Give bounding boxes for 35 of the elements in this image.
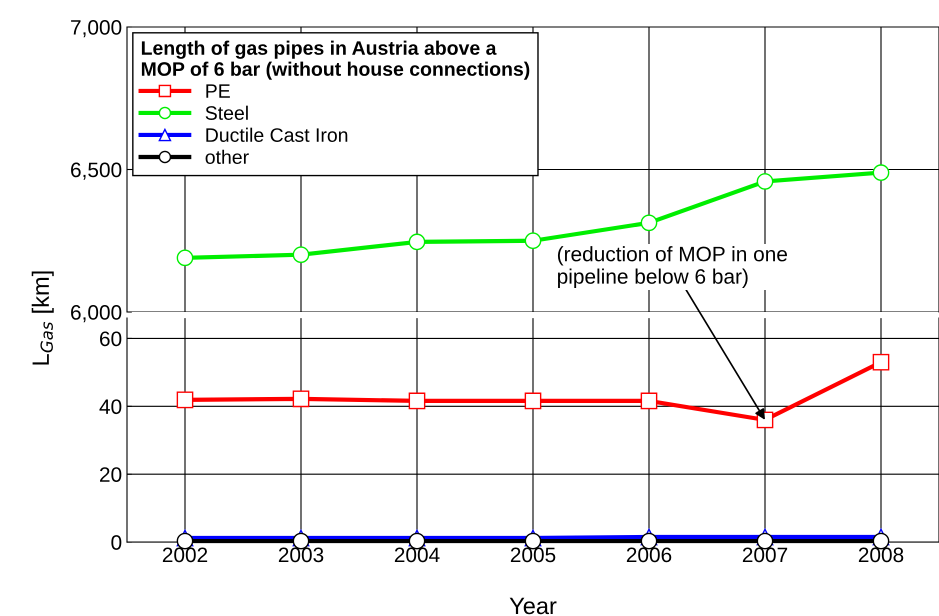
y-tick-label: 6,000 bbox=[71, 305, 122, 322]
point bbox=[640, 214, 658, 232]
legend-label: Steel bbox=[206, 106, 248, 120]
annotation: (reduction of MOP in one pipeline below 6 bar) bbox=[558, 246, 787, 288]
y-tick-label: 40 bbox=[99, 399, 122, 414]
point bbox=[176, 392, 194, 408]
x-tick-label: 2002 bbox=[162, 547, 208, 562]
x-tick-label: 2003 bbox=[278, 547, 324, 562]
x-tick-label: 2005 bbox=[510, 547, 556, 562]
x-axis-title: Year bbox=[510, 598, 556, 614]
legend-label: other bbox=[206, 150, 249, 164]
point bbox=[640, 392, 658, 410]
point bbox=[292, 390, 310, 408]
point bbox=[408, 234, 426, 250]
point bbox=[176, 250, 194, 266]
x-tick-label: 2008 bbox=[858, 547, 904, 562]
point bbox=[524, 232, 542, 250]
y-tick-label: 60 bbox=[100, 331, 122, 346]
point bbox=[756, 173, 774, 190]
y-tick-label: 6,500 bbox=[71, 162, 122, 180]
x-tick-label: 2007 bbox=[742, 547, 788, 562]
y-tick-label: 0 bbox=[111, 535, 122, 550]
x-tick-label: 2006 bbox=[626, 547, 672, 562]
point bbox=[292, 246, 310, 264]
point bbox=[872, 354, 890, 371]
x-tick-label: 2004 bbox=[394, 547, 440, 562]
legend-label: Ductile Cast Iron bbox=[206, 128, 348, 142]
y-tick-label: 7,000 bbox=[71, 20, 122, 38]
point bbox=[872, 164, 890, 181]
legend-title: Length of gas pipes in Austria above a MOP of 6 bar (without house connections) bbox=[142, 40, 530, 80]
point bbox=[408, 392, 426, 410]
y-axis-title: L$_{Gas}$ [km] bbox=[32, 271, 54, 365]
point bbox=[524, 392, 542, 410]
y-tick-label: 20 bbox=[100, 467, 122, 482]
legend-label: PE bbox=[206, 84, 230, 98]
